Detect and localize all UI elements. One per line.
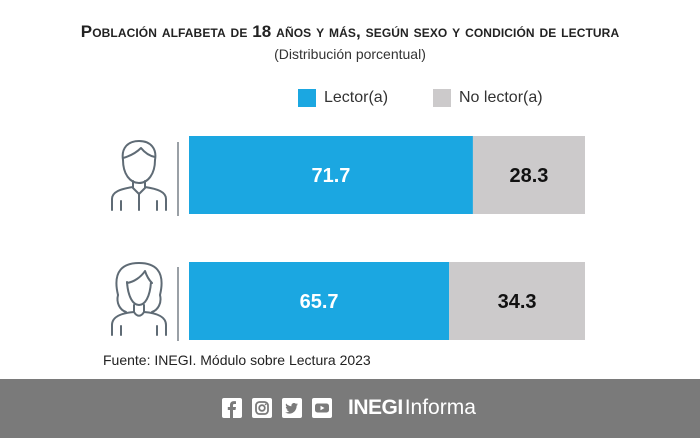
bar-lector-1: [189, 262, 450, 340]
source-note: Fuente: INEGI. Módulo sobre Lectura 2023: [103, 352, 371, 368]
data-label-no-lector-1: 34.3: [498, 291, 537, 313]
inegi-informa-logo: INEGI Informa: [348, 396, 476, 420]
chart-subtitle: (Distribución porcentual): [274, 46, 426, 62]
footer-content: INEGI Informa: [222, 393, 476, 423]
bar-no-lector-0: [472, 136, 585, 214]
brand-bold: INEGI: [348, 396, 403, 419]
legend-label-no-lector: No lector(a): [459, 89, 543, 106]
chart-title: Población alfabeta de 18 años y más, seg…: [80, 22, 620, 41]
bar-lector-0: [189, 136, 473, 214]
bars-group: 71.7 28.3 65.7 34.3: [189, 136, 585, 340]
data-label-lector-0: 71.7: [311, 165, 350, 187]
legend-item-lector: Lector(a): [298, 89, 388, 107]
instagram-icon[interactable]: [252, 398, 272, 418]
man-icon: [111, 140, 167, 211]
woman-icon: [111, 262, 167, 336]
legend-swatch-lector: [298, 89, 316, 107]
legend-item-no-lector: No lector(a): [433, 89, 543, 107]
footer-bar: INEGI Informa: [0, 379, 700, 438]
twitter-icon[interactable]: [282, 398, 302, 418]
youtube-icon[interactable]: [312, 398, 332, 418]
data-label-no-lector-0: 28.3: [509, 165, 548, 187]
legend-swatch-no-lector: [433, 89, 451, 107]
legend-label-lector: Lector(a): [324, 89, 389, 106]
data-label-lector-1: 65.7: [300, 291, 339, 313]
brand-light: Informa: [404, 396, 476, 419]
bar-no-lector-1: [449, 262, 585, 340]
facebook-icon[interactable]: [222, 398, 242, 418]
